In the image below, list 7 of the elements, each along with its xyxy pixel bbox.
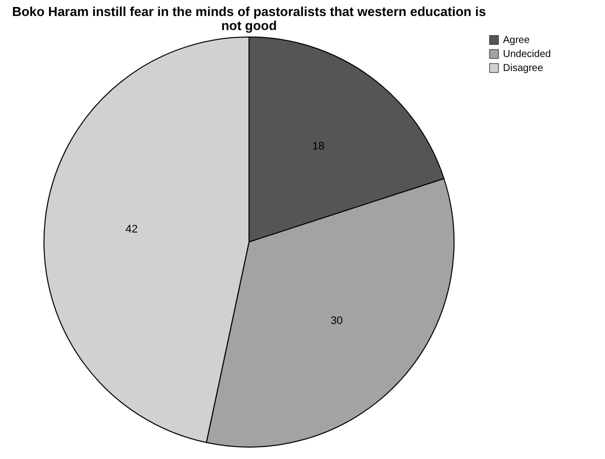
legend-label: Undecided [503, 49, 551, 60]
data-label: 42 [126, 224, 138, 236]
legend-label: Disagree [503, 63, 544, 74]
chart-title: Boko Haram instill fear in the minds of pastoralists that western education is not good [12, 4, 486, 33]
data-label: 18 [312, 140, 324, 153]
legend-label: Agree [503, 35, 530, 46]
data-label: 30 [330, 314, 343, 327]
